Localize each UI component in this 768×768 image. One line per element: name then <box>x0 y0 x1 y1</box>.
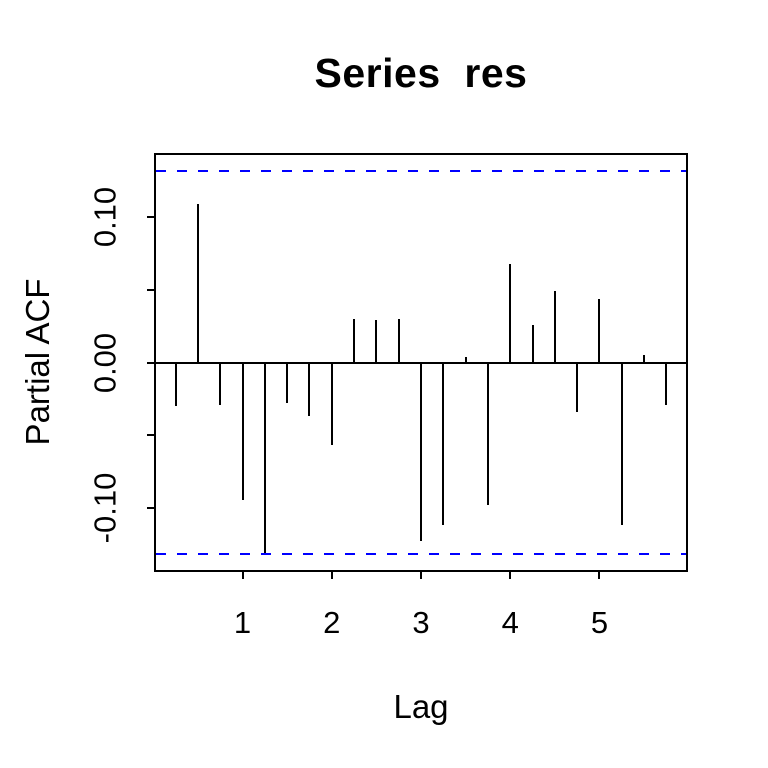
y-axis-title-text: Partial ACF <box>19 278 56 446</box>
pacf-bar <box>286 362 289 404</box>
y-tick <box>147 361 156 364</box>
x-tick <box>509 570 512 579</box>
pacf-bar <box>598 298 601 363</box>
pacf-bar <box>442 362 445 526</box>
pacf-bar <box>308 362 311 417</box>
y-tick <box>147 288 156 291</box>
pacf-bar <box>174 362 177 407</box>
pacf-bar <box>196 204 199 363</box>
y-tick-label: 0.00 <box>87 332 123 393</box>
plot-area: 1 2 3 4 5 -0.10 0.00 0.10 <box>88 153 688 638</box>
y-tick-label: 0.10 <box>87 187 123 248</box>
pacf-bar <box>643 355 646 363</box>
pacf-bar <box>241 362 244 501</box>
x-tick-label: 5 <box>590 605 609 640</box>
x-tick <box>330 570 333 579</box>
x-tick <box>420 570 422 579</box>
x-tick <box>598 570 601 579</box>
pacf-bar <box>330 362 333 446</box>
x-tick-label: 3 <box>412 605 430 640</box>
pacf-bar <box>219 362 222 405</box>
pacf-bar <box>509 263 512 363</box>
x-tick-label: 1 <box>233 605 252 640</box>
ci-line-upper <box>156 169 686 172</box>
pacf-bar <box>353 318 356 363</box>
x-axis-title: Lag <box>393 688 449 725</box>
x-tick-label: 2 <box>323 605 341 640</box>
chart-title: Series res <box>314 50 528 96</box>
pacf-bar <box>375 320 378 363</box>
pacf-bar <box>420 362 422 541</box>
pacf-bar <box>263 362 266 553</box>
pacf-bar <box>486 362 489 505</box>
y-tick <box>147 506 156 509</box>
pacf-bar <box>464 356 467 363</box>
x-tick <box>241 570 244 579</box>
x-tick-label: 4 <box>501 605 519 640</box>
y-tick <box>147 434 156 437</box>
ci-line-lower <box>156 553 686 556</box>
pacf-bar <box>397 318 400 363</box>
pacf-bar <box>531 324 534 363</box>
pacf-bar <box>553 291 556 363</box>
pacf-bar <box>576 362 579 412</box>
y-tick <box>147 216 156 219</box>
pacf-bar <box>665 362 668 405</box>
pacf-bar <box>620 362 623 526</box>
y-tick-label: -0.10 <box>87 472 123 543</box>
